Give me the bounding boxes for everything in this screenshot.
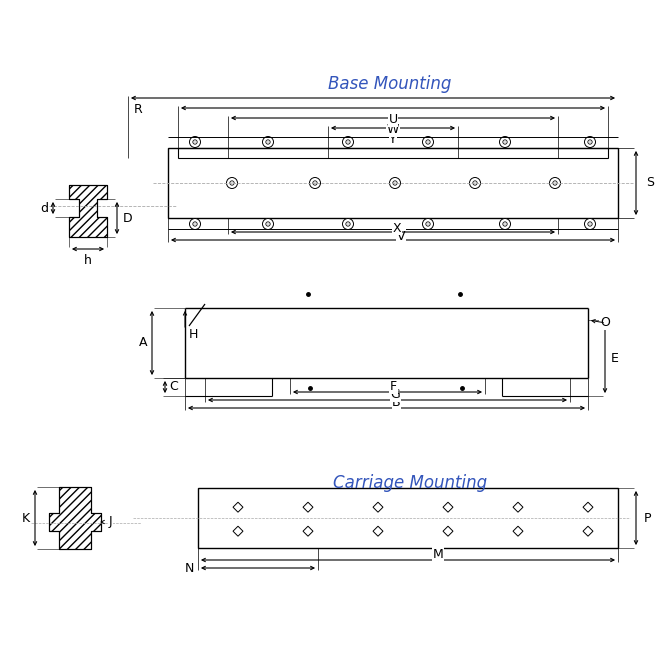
Text: S: S [646, 176, 654, 190]
Text: P: P [644, 511, 651, 525]
Polygon shape [303, 502, 313, 512]
Circle shape [193, 222, 197, 226]
Circle shape [389, 178, 401, 188]
Circle shape [588, 222, 592, 226]
Circle shape [342, 218, 354, 230]
Circle shape [426, 222, 430, 226]
Polygon shape [513, 502, 523, 512]
Circle shape [500, 218, 511, 230]
Circle shape [346, 222, 350, 226]
Text: J: J [109, 515, 113, 529]
Circle shape [502, 222, 507, 226]
Circle shape [426, 140, 430, 144]
Bar [168, 148, 618, 218]
Circle shape [346, 140, 350, 144]
Text: N: N [185, 561, 194, 574]
Text: U: U [389, 113, 397, 126]
Circle shape [584, 137, 596, 147]
Polygon shape [373, 526, 383, 536]
Polygon shape [49, 487, 101, 549]
Circle shape [500, 137, 511, 147]
Text: O: O [600, 316, 610, 330]
Text: Y: Y [389, 133, 397, 146]
Circle shape [423, 137, 433, 147]
Circle shape [193, 140, 197, 144]
Bar [198, 488, 618, 548]
Text: B: B [392, 397, 401, 409]
Circle shape [393, 181, 397, 185]
Circle shape [190, 218, 200, 230]
Text: K: K [22, 511, 30, 525]
Text: Base Mounting: Base Mounting [328, 75, 452, 93]
Text: d: d [40, 202, 48, 214]
Polygon shape [443, 526, 453, 536]
Text: M: M [433, 547, 444, 561]
Polygon shape [373, 502, 383, 512]
Text: V: V [397, 230, 405, 243]
Polygon shape [443, 502, 453, 512]
Circle shape [313, 181, 317, 185]
Polygon shape [583, 526, 593, 536]
Circle shape [423, 218, 433, 230]
Text: G: G [391, 389, 401, 401]
Circle shape [588, 140, 592, 144]
Circle shape [310, 178, 320, 188]
Text: W: W [387, 123, 399, 136]
Circle shape [190, 137, 200, 147]
Circle shape [230, 181, 234, 185]
Text: C: C [169, 381, 178, 393]
Polygon shape [69, 185, 107, 237]
Circle shape [263, 218, 273, 230]
Circle shape [226, 178, 237, 188]
Circle shape [342, 137, 354, 147]
Circle shape [470, 178, 480, 188]
Circle shape [584, 218, 596, 230]
Circle shape [549, 178, 561, 188]
Circle shape [473, 181, 477, 185]
Circle shape [263, 137, 273, 147]
Polygon shape [233, 502, 243, 512]
Polygon shape [583, 502, 593, 512]
Text: Carriage Mounting: Carriage Mounting [333, 474, 487, 492]
Text: h: h [84, 254, 92, 267]
Circle shape [502, 140, 507, 144]
Circle shape [266, 140, 270, 144]
Text: X: X [393, 222, 401, 234]
Polygon shape [233, 526, 243, 536]
Circle shape [266, 222, 270, 226]
Text: F: F [390, 381, 397, 393]
Text: E: E [611, 352, 619, 364]
Text: R: R [134, 103, 143, 116]
Text: D: D [123, 212, 133, 224]
Polygon shape [303, 526, 313, 536]
Polygon shape [513, 526, 523, 536]
Circle shape [553, 181, 557, 185]
Text: A: A [139, 336, 147, 350]
Text: H: H [189, 328, 198, 342]
